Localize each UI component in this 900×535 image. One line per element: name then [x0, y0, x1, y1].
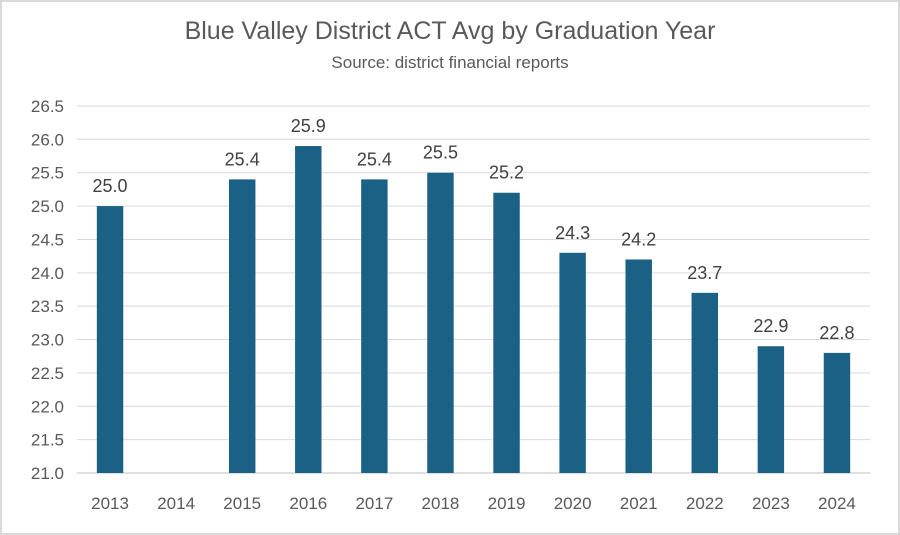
y-tick-label: 22.5 — [31, 364, 64, 383]
y-tick-label: 21.0 — [31, 464, 64, 483]
data-label-2022: 23.7 — [687, 263, 722, 283]
y-axis-ticks: 21.0 21.5 22.0 22.5 23.0 23.5 24.0 24.5 25.0 25.5… — [31, 97, 64, 483]
y-tick-label: 24.5 — [31, 230, 64, 249]
bar-2023 — [757, 346, 785, 473]
bar-2020 — [559, 252, 586, 473]
data-label-2024: 22.8 — [819, 323, 854, 343]
gridlines — [77, 105, 870, 474]
x-tick-label-2024: 2024 — [818, 494, 856, 513]
chart-title: Blue Valley District ACT Avg by Graduati… — [185, 17, 716, 45]
data-label-2023: 22.9 — [753, 316, 788, 336]
y-tick-label: 26.0 — [31, 130, 64, 149]
data-label-2017: 25.4 — [357, 149, 392, 169]
x-tick-label-2016: 2016 — [289, 494, 327, 513]
x-axis-ticks: 2013 2014 2015 2016 2017 2018 2019 2020 2021 2022… — [91, 494, 856, 513]
y-tick-label: 25.0 — [31, 197, 64, 216]
y-tick-label: 25.5 — [31, 164, 64, 183]
bar-2013 — [96, 206, 124, 473]
x-tick-label-2017: 2017 — [355, 494, 393, 513]
x-tick-label-2020: 2020 — [554, 494, 592, 513]
x-tick-label-2014: 2014 — [157, 494, 195, 513]
x-tick-label-2021: 2021 — [620, 494, 658, 513]
y-tick-label: 22.0 — [31, 397, 64, 416]
bar-2017 — [361, 179, 388, 473]
y-tick-label: 23.0 — [31, 331, 64, 350]
y-tick-label: 24.0 — [31, 264, 64, 283]
x-tick-label-2022: 2022 — [686, 494, 724, 513]
data-label-2013: 25.0 — [93, 176, 128, 196]
bar-2018 — [427, 172, 454, 473]
bar-2015 — [228, 179, 256, 473]
chart-subtitle: Source: district financial reports — [331, 53, 568, 72]
bar-2024 — [823, 352, 851, 473]
y-tick-label: 21.5 — [31, 431, 64, 450]
data-label-2018: 25.5 — [423, 143, 458, 163]
data-label-2019: 25.2 — [489, 163, 524, 183]
data-label-2020: 24.3 — [555, 223, 590, 243]
y-tick-label: 23.5 — [31, 297, 64, 316]
bar-2016 — [295, 146, 322, 473]
bar-2019 — [493, 192, 520, 473]
y-tick-label: 26.5 — [31, 97, 64, 116]
data-label-2016: 25.9 — [291, 116, 326, 136]
x-tick-label-2015: 2015 — [223, 494, 261, 513]
data-labels: 25.0 25.4 25.9 25.4 25.5 25.2 24.3 24.2 23.7 22.9… — [93, 116, 855, 343]
bar-2021 — [625, 259, 652, 473]
bar-2022 — [691, 292, 719, 473]
x-tick-label-2018: 2018 — [422, 494, 460, 513]
data-label-2015: 25.4 — [225, 149, 260, 169]
x-tick-label-2023: 2023 — [752, 494, 790, 513]
x-tick-label-2013: 2013 — [91, 494, 129, 513]
x-tick-label-2019: 2019 — [488, 494, 526, 513]
bars — [96, 146, 851, 473]
data-label-2021: 24.2 — [621, 229, 656, 249]
